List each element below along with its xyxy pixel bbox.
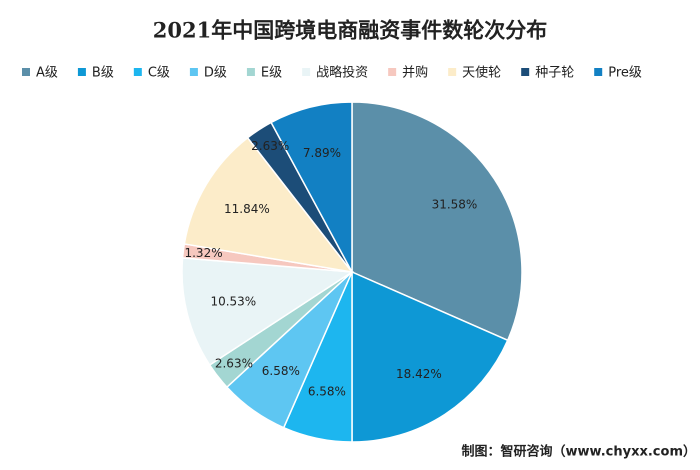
data-label: 7.89% <box>303 146 341 160</box>
legend-swatch <box>302 68 311 76</box>
data-label: 6.58% <box>262 364 300 378</box>
pie-slice <box>183 136 354 274</box>
pie-slice <box>351 270 509 443</box>
data-label: 2.63% <box>215 356 253 370</box>
legend-swatch <box>77 68 86 76</box>
legend-swatch <box>388 68 397 76</box>
pie-slice <box>351 101 523 342</box>
data-label: 6.58% <box>308 384 346 398</box>
legend-label: Pre级 <box>608 66 642 81</box>
legend-swatch <box>448 68 457 76</box>
legend-label: 并购 <box>402 65 428 81</box>
data-label: 10.53% <box>210 295 256 309</box>
data-label: 2.63% <box>251 139 289 153</box>
data-label: 18.42% <box>396 367 442 381</box>
legend-label: D级 <box>204 66 227 81</box>
legend-label: 天使轮 <box>462 65 501 81</box>
legend-swatch <box>246 68 255 76</box>
chart-title: 2021年中国跨境电商融资事件数轮次分布 <box>153 18 547 43</box>
pie-slice <box>181 257 355 367</box>
legend-label: 战略投资 <box>316 65 368 81</box>
legend-label: A级 <box>36 66 58 81</box>
data-label: 31.58% <box>432 198 478 212</box>
legend-label: E级 <box>261 66 282 81</box>
pie-slice <box>270 101 353 273</box>
data-label: 1.32% <box>184 246 222 260</box>
legend-swatch <box>22 68 30 76</box>
legend-swatch <box>133 68 142 76</box>
source: 制图：智研咨询（www.chyxx.com） <box>462 444 696 460</box>
legend-swatch <box>189 68 198 76</box>
legend-label: B级 <box>92 66 114 81</box>
legend-swatch <box>521 68 530 76</box>
legend-label: 种子轮 <box>535 66 574 81</box>
legend-label: C级 <box>148 66 170 81</box>
data-label: 11.84% <box>224 202 270 216</box>
legend-swatch <box>594 68 603 76</box>
